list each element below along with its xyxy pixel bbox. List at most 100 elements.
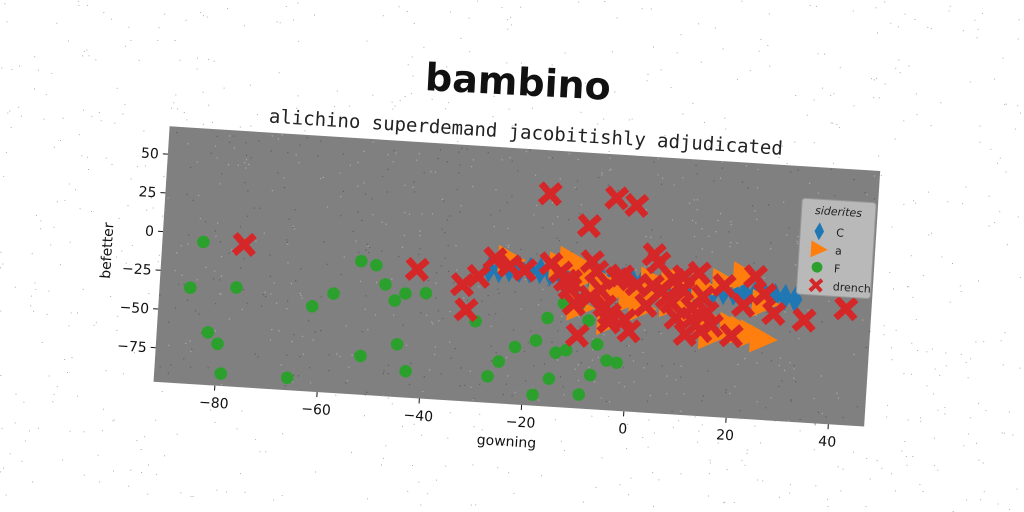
data-point-drench xyxy=(659,289,685,316)
data-point-f xyxy=(529,334,543,347)
data-point-drench xyxy=(624,192,650,218)
data-point-f xyxy=(481,370,494,383)
data-point-f xyxy=(582,314,595,327)
x-tick-label: −20 xyxy=(505,414,535,432)
data-point-f xyxy=(354,254,368,268)
legend-marker-drench xyxy=(808,277,824,293)
data-point-drench xyxy=(576,213,602,239)
series-f xyxy=(183,235,623,402)
chart-title: bambino xyxy=(424,55,612,109)
x-axis: −80 −60 −40 −20 0 20 40 xyxy=(199,385,837,451)
y-tick-label: −75 xyxy=(117,338,147,356)
x-tick-label: −40 xyxy=(403,408,433,426)
data-point-drench xyxy=(453,297,479,323)
data-point-f xyxy=(354,349,367,363)
data-point-f xyxy=(211,337,224,351)
legend-title: siderites xyxy=(815,204,863,220)
legend-label-a: a xyxy=(835,244,843,257)
data-point-drench xyxy=(561,291,587,317)
data-point-drench xyxy=(742,264,769,290)
data-point-f xyxy=(590,338,604,351)
data-point-f xyxy=(327,287,340,300)
x-tick-label: 20 xyxy=(716,427,735,444)
data-point-f xyxy=(559,343,573,357)
legend-marker-c xyxy=(814,222,825,241)
data-point-drench xyxy=(791,307,817,333)
data-point-drench xyxy=(711,273,737,299)
data-point-drench xyxy=(833,296,859,322)
data-point-drench xyxy=(752,281,778,307)
data-point-f xyxy=(541,311,554,325)
data-point-drench xyxy=(690,284,716,310)
legend-marker-a xyxy=(810,240,828,258)
data-point-f xyxy=(600,354,613,367)
legend-marker-f xyxy=(811,261,823,273)
data-point-f xyxy=(549,346,562,359)
data-point-drench xyxy=(537,181,563,207)
legend-label-drench: drench xyxy=(832,280,871,295)
y-tick-label: 25 xyxy=(138,184,157,201)
legend-box xyxy=(795,197,877,299)
data-point-drench xyxy=(604,185,630,211)
x-tick-label: −60 xyxy=(301,401,331,419)
data-point-drench xyxy=(730,292,756,318)
data-point-drench xyxy=(564,322,590,348)
data-point-f xyxy=(508,340,522,354)
data-point-f xyxy=(379,278,392,291)
data-point-f xyxy=(370,258,383,272)
data-point-f xyxy=(183,281,197,295)
y-tick-label: 0 xyxy=(145,223,155,240)
data-point-drench xyxy=(616,318,642,344)
y-tick-label: −25 xyxy=(122,261,152,279)
data-point-f xyxy=(583,368,597,382)
data-point-f xyxy=(214,367,228,380)
data-point-a xyxy=(748,324,778,353)
data-point-f xyxy=(230,281,243,294)
legend-label-c: C xyxy=(836,226,845,239)
x-tick-label: 0 xyxy=(618,421,628,438)
data-point-f xyxy=(419,286,433,300)
data-point-drench xyxy=(465,263,491,289)
data-point-drench xyxy=(639,273,665,299)
data-point-drench xyxy=(577,284,603,310)
data-point-drench xyxy=(609,263,635,289)
y-axis-label: befetter xyxy=(98,222,118,280)
data-point-drench xyxy=(512,257,538,283)
plot-group: alichino superdemand jacobitishly adjudi… xyxy=(98,106,881,452)
y-tick-label: 50 xyxy=(141,146,160,163)
y-tick-label: −50 xyxy=(119,300,149,318)
legend-label-f: F xyxy=(834,262,841,275)
data-point-drench xyxy=(404,256,430,282)
data-point-f xyxy=(280,371,294,385)
data-point-f xyxy=(610,356,623,370)
data-point-drench xyxy=(761,301,787,327)
data-point-f xyxy=(572,388,586,401)
data-marks xyxy=(183,181,859,402)
data-point-f xyxy=(542,372,556,385)
data-point-drench xyxy=(538,251,564,277)
data-point-drench xyxy=(671,264,697,290)
data-point-drench xyxy=(718,323,744,349)
data-point-f xyxy=(399,364,412,378)
series-drench xyxy=(231,181,859,349)
data-point-drench xyxy=(584,258,610,284)
data-point-f xyxy=(390,337,404,351)
data-point-drench xyxy=(482,246,508,272)
data-point-f xyxy=(197,235,210,249)
data-point-f xyxy=(526,388,539,402)
data-point-drench xyxy=(694,299,720,325)
data-point-drench xyxy=(231,231,257,258)
data-point-f xyxy=(388,294,402,307)
x-axis-label: gowning xyxy=(476,432,536,452)
x-tick-label: −80 xyxy=(199,395,229,413)
data-point-drench xyxy=(449,272,475,298)
y-axis: 50 25 0 −25 −50 −75 xyxy=(117,146,168,356)
data-point-f xyxy=(305,299,319,313)
data-point-drench xyxy=(557,268,584,294)
data-point-drench xyxy=(596,309,622,335)
data-point-drench xyxy=(688,318,714,344)
x-tick-label: 40 xyxy=(818,434,837,451)
